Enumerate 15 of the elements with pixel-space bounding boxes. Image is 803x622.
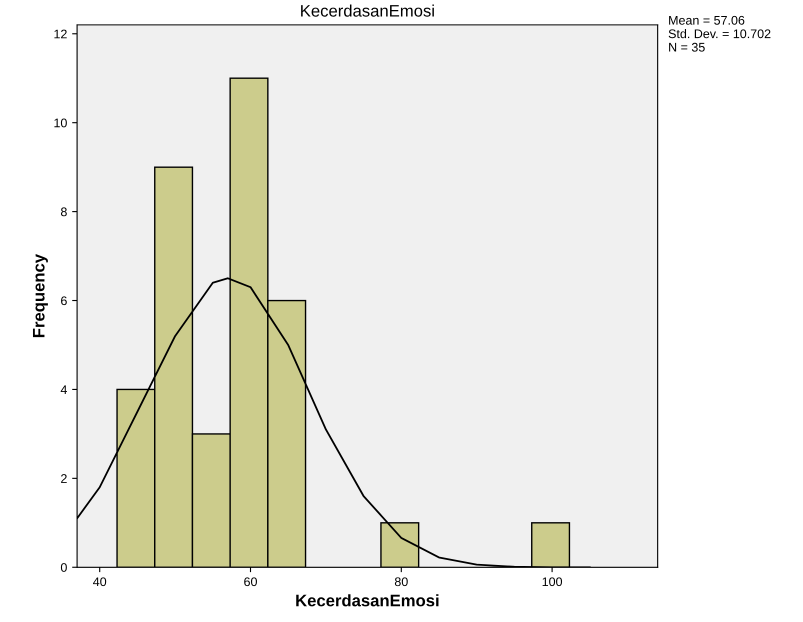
y-tick-label: 10 — [54, 118, 67, 128]
text: Mean = 57.06 Std. Dev. = 10.702 N = 35 — [668, 16, 770, 52]
y-tick-label: 0 — [60, 563, 67, 572]
x-tick-label: 100 — [542, 577, 562, 586]
y-tick-label: 12 — [54, 30, 67, 38]
y-tick-label: 4 — [60, 385, 67, 394]
chart-title: KecerdasanEmosi — [301, 4, 434, 17]
x-tick-label: 80 — [394, 577, 408, 586]
x-tick-label: 40 — [93, 577, 106, 586]
x-tick-label: 60 — [244, 577, 257, 586]
x-axis-title: KecerdasanEmosi — [296, 594, 438, 606]
y-tick-label: 8 — [60, 207, 67, 216]
y-tick-label: 2 — [61, 474, 67, 483]
y-axis-title: Frequency — [32, 254, 48, 338]
y-tick-label: 6 — [61, 296, 67, 306]
